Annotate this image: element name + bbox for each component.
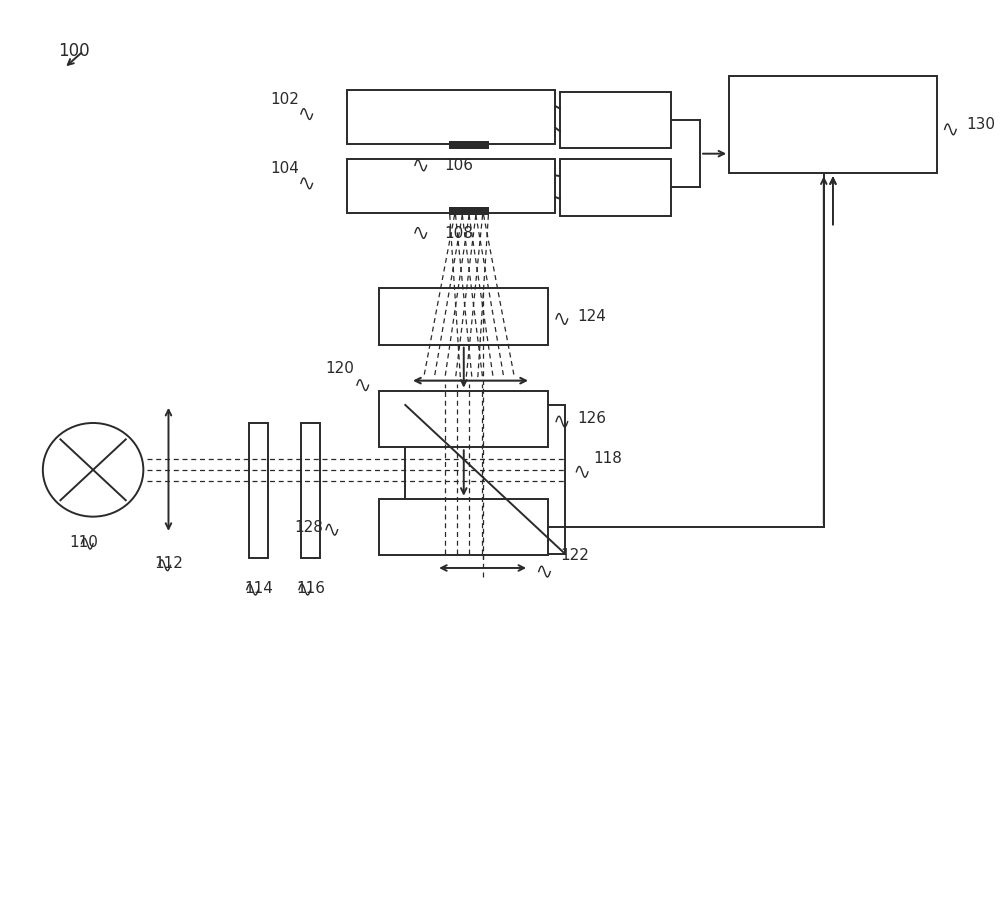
Bar — [379, 288, 548, 345]
Bar — [449, 141, 489, 149]
Text: 124: 124 — [577, 309, 606, 324]
Text: 112: 112 — [154, 556, 183, 571]
Text: 116: 116 — [296, 581, 325, 595]
Text: 104: 104 — [270, 161, 299, 176]
Bar — [249, 423, 268, 558]
Bar — [301, 423, 320, 558]
Text: 102: 102 — [270, 92, 299, 107]
Text: 120: 120 — [325, 361, 354, 376]
Text: 130: 130 — [966, 117, 995, 133]
Circle shape — [43, 423, 143, 516]
Bar — [379, 391, 548, 447]
Bar — [449, 207, 489, 215]
Bar — [560, 92, 671, 148]
Text: 110: 110 — [69, 534, 98, 550]
Text: 106: 106 — [444, 158, 473, 174]
Text: 108: 108 — [444, 225, 473, 241]
Text: 100: 100 — [58, 42, 90, 60]
Text: 122: 122 — [560, 547, 589, 563]
Bar — [347, 90, 555, 144]
Bar — [379, 499, 548, 555]
Bar — [729, 76, 937, 174]
Bar — [560, 159, 671, 215]
Text: 118: 118 — [594, 452, 623, 466]
Bar — [405, 405, 565, 554]
Text: 128: 128 — [294, 520, 323, 534]
Text: 126: 126 — [577, 412, 606, 426]
Text: 114: 114 — [244, 581, 273, 595]
Bar — [347, 159, 555, 213]
